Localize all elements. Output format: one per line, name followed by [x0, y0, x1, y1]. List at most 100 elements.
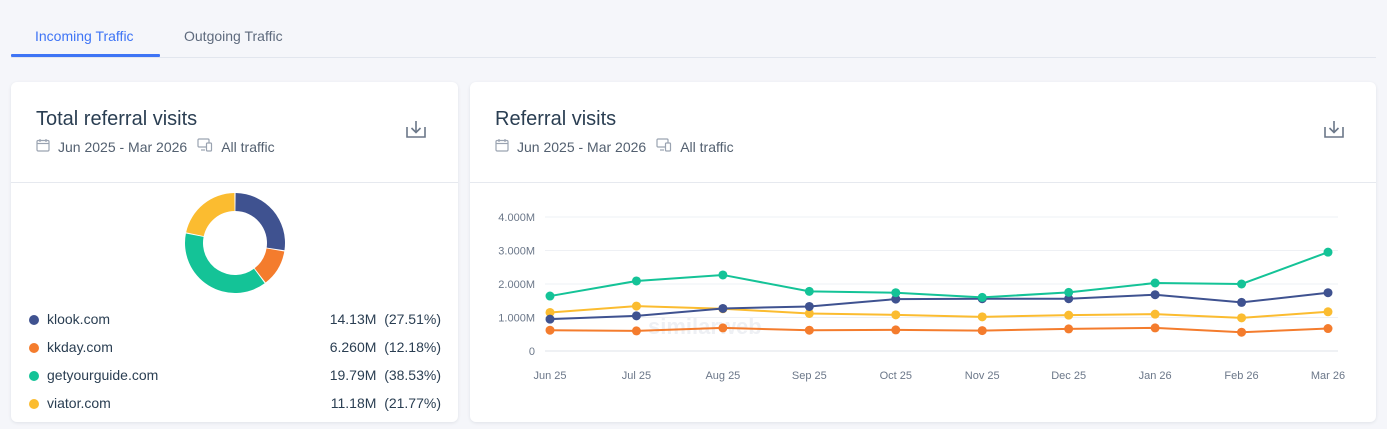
similarweb-watermark: similarweb [648, 314, 762, 339]
referral-visits-card: Referral visits Jun 2025 - Mar 2026 All … [470, 82, 1376, 422]
data-point-kkday[interactable] [1323, 324, 1333, 334]
data-point-getyourguide[interactable] [1150, 278, 1160, 288]
legend-value: 19.79M (38.53%) [329, 367, 441, 383]
series-line-kkday [549, 326, 1329, 334]
data-point-getyourguide[interactable] [977, 292, 987, 302]
devices-icon [656, 138, 672, 155]
legend-dot [29, 371, 39, 381]
x-tick-label: Mar 26 [1311, 370, 1345, 382]
devices-icon [197, 138, 213, 155]
data-point-kkday[interactable] [1237, 327, 1247, 337]
referral-share-donut [185, 193, 285, 293]
data-point-klook[interactable] [1064, 294, 1074, 304]
legend-name: kkday.com [47, 339, 113, 355]
data-point-getyourguide[interactable] [891, 288, 901, 298]
data-point-getyourguide[interactable] [1323, 247, 1333, 257]
data-point-kkday[interactable] [718, 323, 728, 333]
data-point-kkday[interactable] [545, 325, 555, 335]
data-point-getyourguide[interactable] [718, 270, 728, 280]
data-point-kkday[interactable] [631, 326, 641, 336]
x-tick-label: Oct 25 [880, 370, 912, 382]
x-tick-label: Jan 26 [1139, 370, 1172, 382]
x-tick-label: Jul 25 [622, 370, 651, 382]
legend-value: 14.13M (27.51%) [329, 311, 441, 327]
data-point-getyourguide[interactable] [1237, 279, 1247, 289]
data-point-getyourguide[interactable] [545, 291, 555, 301]
x-tick-label: Sep 25 [792, 370, 827, 382]
x-tick-label: Aug 25 [705, 370, 740, 382]
card-meta: Jun 2025 - Mar 2026 All traffic [495, 138, 734, 155]
y-tick-label: 3.000M [498, 246, 535, 258]
legend-item-viator: viator.com 11.18M (21.77%) [29, 390, 441, 418]
data-point-klook[interactable] [1150, 290, 1160, 300]
calendar-icon [495, 138, 509, 155]
legend-dot [29, 315, 39, 325]
data-point-viator[interactable] [804, 308, 814, 318]
traffic-type: All traffic [680, 138, 734, 155]
legend-item-getyourguide: getyourguide.com 19.79M (38.53%) [29, 362, 441, 390]
x-tick-label: Nov 25 [965, 370, 1000, 382]
data-point-viator[interactable] [1237, 313, 1247, 323]
calendar-icon [36, 138, 50, 155]
legend-item-kkday: kkday.com 6.260M (12.18%) [29, 334, 441, 362]
data-point-klook[interactable] [804, 301, 814, 311]
data-point-klook[interactable] [718, 303, 728, 313]
y-tick-label: 0 [529, 346, 535, 358]
series-line-viator [549, 305, 1329, 319]
data-point-getyourguide[interactable] [804, 286, 814, 296]
data-point-kkday[interactable] [1064, 324, 1074, 334]
legend-name: viator.com [47, 395, 111, 411]
data-point-viator[interactable] [631, 301, 641, 311]
data-point-klook[interactable] [631, 311, 641, 321]
active-tab-indicator [11, 54, 160, 57]
legend-name: klook.com [47, 311, 111, 327]
total-referral-visits-card: Total referral visits Jun 2025 - Mar 202… [11, 82, 458, 422]
data-point-getyourguide[interactable] [631, 276, 641, 286]
data-point-viator[interactable] [1064, 310, 1074, 320]
data-point-kkday[interactable] [804, 325, 814, 335]
legend-value: 6.260M (12.18%) [329, 339, 441, 355]
data-point-klook[interactable] [1237, 297, 1247, 307]
data-point-kkday[interactable] [977, 326, 987, 336]
data-point-kkday[interactable] [1150, 323, 1160, 333]
data-point-viator[interactable] [977, 312, 987, 322]
tab-incoming-traffic[interactable]: Incoming Traffic [35, 28, 134, 44]
data-point-viator[interactable] [1323, 307, 1333, 317]
data-point-klook[interactable] [545, 314, 555, 324]
legend-name: getyourguide.com [47, 367, 159, 383]
donut-slice-klook[interactable] [235, 193, 285, 251]
series-line-klook [549, 291, 1329, 321]
legend-dot [29, 399, 39, 409]
donut-slice-kkday[interactable] [254, 248, 285, 283]
referral-legend: klook.com 14.13M (27.51%) kkday.com 6.26… [29, 306, 441, 418]
data-point-viator[interactable] [1150, 309, 1160, 319]
donut-slice-getyourguide[interactable] [185, 233, 265, 293]
card-title: Referral visits [495, 108, 617, 130]
y-tick-label: 4.000M [498, 212, 535, 224]
y-tick-label: 1.000M [498, 313, 535, 325]
card-divider [11, 182, 458, 183]
download-icon[interactable] [1323, 118, 1345, 140]
referral-visits-line-chart: 0 1.000M 2.000M 3.000M 4.000M Jun 25 Jul 25 Aug… [498, 212, 1345, 382]
y-tick-label: 2.000M [498, 279, 535, 291]
data-point-klook[interactable] [1323, 288, 1333, 298]
tab-outgoing-traffic[interactable]: Outgoing Traffic [184, 28, 283, 44]
x-tick-label: Jun 25 [533, 370, 566, 382]
legend-value: 11.18M (21.77%) [330, 395, 441, 411]
x-tick-label: Feb 26 [1224, 370, 1258, 382]
data-point-kkday[interactable] [891, 325, 901, 335]
data-point-viator[interactable] [891, 310, 901, 320]
data-point-viator[interactable] [545, 307, 555, 317]
traffic-type: All traffic [221, 138, 275, 155]
x-tick-label: Dec 25 [1051, 370, 1086, 382]
download-icon[interactable] [405, 118, 427, 140]
data-point-klook[interactable] [891, 294, 901, 304]
card-title: Total referral visits [36, 108, 198, 130]
data-point-getyourguide[interactable] [1064, 287, 1074, 297]
date-range: Jun 2025 - Mar 2026 [517, 138, 647, 155]
card-divider [470, 182, 1376, 183]
legend-dot [29, 343, 39, 353]
series-line-getyourguide [549, 251, 1329, 299]
donut-slice-viator[interactable] [186, 193, 235, 237]
legend-item-klook: klook.com 14.13M (27.51%) [29, 306, 441, 334]
